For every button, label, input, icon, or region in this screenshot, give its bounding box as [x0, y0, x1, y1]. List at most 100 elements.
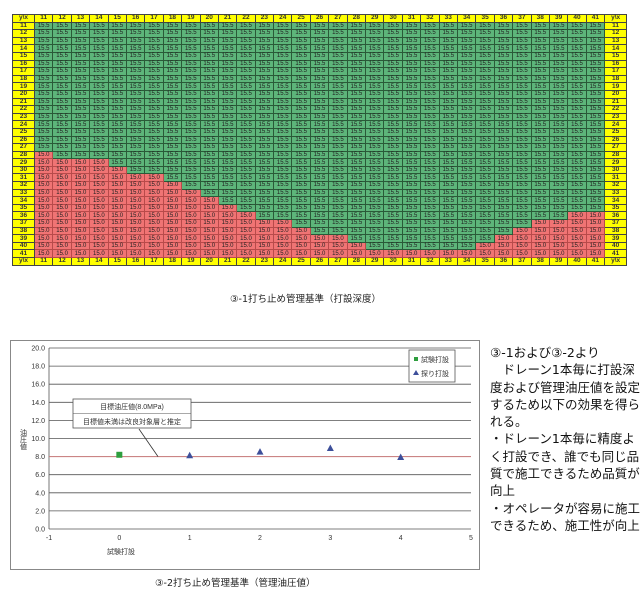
table-cell: 15.5 — [365, 196, 385, 205]
table-cell: 15.5 — [475, 89, 495, 99]
row-header: 33 — [604, 188, 628, 198]
table-cell: 15.5 — [199, 29, 219, 38]
table-cell: 15.5 — [52, 97, 72, 107]
table-cell: 15.5 — [493, 67, 514, 76]
table-cell: 15.0 — [254, 234, 275, 243]
table-cell: 15.5 — [291, 29, 311, 38]
table-cell: 15.5 — [217, 173, 238, 183]
table-cell: 15.5 — [52, 21, 72, 31]
table-cell: 15.5 — [217, 44, 238, 53]
table-cell: 15.5 — [144, 112, 164, 122]
table-cell: 15.5 — [530, 74, 550, 84]
table-cell: 15.5 — [548, 105, 569, 114]
table-cell: 15.5 — [125, 120, 146, 129]
table-cell: 15.5 — [438, 82, 458, 91]
table-cell: 15.5 — [89, 51, 109, 61]
table-cell: 15.5 — [273, 173, 293, 183]
table-cell: 15.5 — [548, 127, 569, 137]
table-cell: 15.5 — [217, 82, 238, 91]
table-cell: 15.5 — [383, 165, 403, 175]
table-cell: 15.5 — [162, 89, 183, 99]
table-cell: 15.5 — [181, 173, 201, 183]
table-cell: 15.5 — [273, 21, 293, 31]
table-cell: 15.5 — [107, 127, 127, 137]
table-row: 41 15.0 15.0 15.0 15.0 15.0 15.0 15.0 15.0 15.0 15… — [12, 249, 628, 258]
table-cell: 15.0 — [144, 226, 164, 236]
table-cell: 15.5 — [585, 36, 606, 46]
row-header: 35 — [12, 203, 35, 213]
table-cell: 15.5 — [512, 135, 532, 145]
row-header: 13 — [12, 36, 35, 46]
table-cell: 15.5 — [236, 120, 256, 129]
table-cell: 15.5 — [475, 211, 495, 221]
corner-label: y\x — [604, 257, 628, 266]
table-cell: 15.5 — [33, 135, 54, 145]
table-cell: 15.5 — [512, 219, 532, 228]
table-cell: 15.5 — [199, 67, 219, 76]
table-cell: 15.5 — [144, 143, 164, 152]
table-cell: 15.5 — [199, 105, 219, 114]
table-cell: 15.5 — [456, 234, 477, 243]
table-cell: 15.0 — [33, 173, 54, 183]
table-cell: 15.5 — [401, 173, 422, 183]
table-cell: 15.5 — [144, 89, 164, 99]
table-cell: 15.5 — [456, 36, 477, 46]
table-cell: 15.5 — [309, 211, 330, 221]
table-cell: 15.5 — [420, 44, 440, 53]
column-header: 16 — [125, 257, 146, 266]
table-cell: 15.0 — [52, 188, 72, 198]
table-cell: 15.5 — [512, 165, 532, 175]
table-cell: 15.0 — [125, 219, 146, 228]
column-header: 18 — [162, 257, 183, 266]
table-cell: 15.5 — [125, 97, 146, 107]
table-cell: 15.0 — [199, 219, 219, 228]
table-cell: 15.5 — [309, 82, 330, 91]
table-cell: 15.5 — [33, 59, 54, 69]
table-cell: 15.5 — [236, 150, 256, 160]
table-cell: 15.5 — [530, 150, 550, 160]
table-cell: 15.5 — [438, 105, 458, 114]
table-cell: 15.5 — [70, 150, 91, 160]
table-cell: 15.0 — [107, 203, 127, 213]
table-cell: 15.0 — [181, 234, 201, 243]
table-cell: 15.5 — [254, 51, 275, 61]
table-cell: 15.0 — [199, 196, 219, 205]
table-cell: 15.5 — [125, 67, 146, 76]
table-cell: 15.5 — [456, 127, 477, 137]
header-row: y\x 11 12 13 14 15 16 17 18 19 20 21 22 23 24 25 26 27 28 2… — [12, 14, 628, 23]
table-cell: 15.5 — [346, 226, 367, 236]
column-header: 24 — [273, 257, 293, 266]
table-row: 34 15.0 15.0 15.0 15.0 15.0 15.0 15.0 15.0 15.0 15… — [12, 196, 628, 205]
table-cell: 15.5 — [199, 135, 219, 145]
table-cell: 15.5 — [254, 158, 275, 167]
table-cell: 15.0 — [125, 173, 146, 183]
table-cell: 15.5 — [548, 181, 569, 190]
table-cell: 15.5 — [567, 196, 587, 205]
table-cell: 15.5 — [346, 105, 367, 114]
column-header: 35 — [475, 14, 495, 23]
table-cell: 15.5 — [199, 36, 219, 46]
table-cell: 15.5 — [254, 36, 275, 46]
table-cell: 15.5 — [401, 219, 422, 228]
table-cell: 15.5 — [420, 51, 440, 61]
table-cell: 15.0 — [567, 241, 587, 251]
table-cell: 15.5 — [567, 135, 587, 145]
table-cell: 15.5 — [475, 173, 495, 183]
table-cell: 15.0 — [107, 188, 127, 198]
table-cell: 15.5 — [512, 150, 532, 160]
table-cell: 15.5 — [493, 211, 514, 221]
table-cell: 15.5 — [309, 150, 330, 160]
table-cell: 15.5 — [512, 120, 532, 129]
table-cell: 15.5 — [125, 21, 146, 31]
table-cell: 15.5 — [438, 44, 458, 53]
table-cell: 15.5 — [89, 127, 109, 137]
table-cell: 15.5 — [217, 188, 238, 198]
table-cell: 15.5 — [162, 67, 183, 76]
table-cell: 15.0 — [181, 241, 201, 251]
table-cell: 15.5 — [33, 67, 54, 76]
row-header: 37 — [604, 219, 628, 228]
table-cell: 15.5 — [512, 196, 532, 205]
table-cell: 15.5 — [181, 105, 201, 114]
table-cell: 15.5 — [420, 135, 440, 145]
table-cell: 15.5 — [365, 97, 385, 107]
